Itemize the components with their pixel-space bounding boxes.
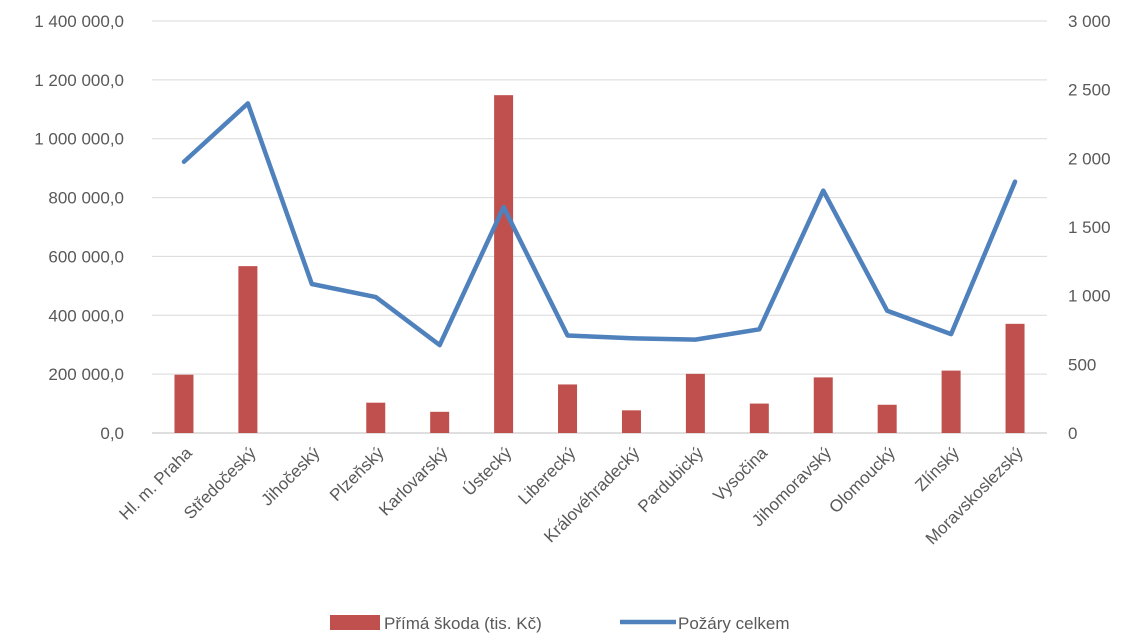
right-tick-label: 2 000: [1068, 149, 1111, 168]
bar: [878, 405, 897, 433]
bar: [238, 266, 257, 433]
bar: [430, 412, 449, 433]
category-label: Karlovarský: [375, 443, 452, 520]
bar: [622, 410, 641, 433]
category-label: Olomoucký: [825, 443, 899, 517]
bar: [174, 375, 193, 433]
category-label: Jihočeský: [257, 443, 324, 510]
left-axis: 0,0 200 000,0 400 000,0 600 000,0 800 000,0 1…: [34, 12, 124, 443]
legend-label-bar: Přímá škoda (tis. Kč): [384, 614, 542, 633]
bar: [942, 371, 961, 433]
bar: [686, 374, 705, 433]
right-tick-label: 500: [1068, 355, 1096, 374]
bar: [1006, 324, 1025, 433]
right-tick-label: 1 000: [1068, 287, 1111, 306]
right-axis: 0 500 1 000 1 500 2 000 2 500 3 000: [1068, 12, 1111, 443]
left-tick-label: 1 000 000,0: [34, 130, 124, 149]
bar: [494, 95, 513, 433]
bar: [750, 404, 769, 433]
legend-label-line: Požáry celkem: [678, 614, 789, 633]
right-tick-label: 3 000: [1068, 12, 1111, 31]
left-tick-label: 200 000,0: [48, 365, 124, 384]
legend-swatch-bar: [330, 615, 380, 630]
left-tick-label: 0,0: [100, 424, 124, 443]
category-label: Pardubický: [634, 443, 707, 516]
line-series: [184, 103, 1015, 345]
right-tick-label: 2 500: [1068, 81, 1111, 100]
line-path: [184, 103, 1015, 345]
bar-series: [174, 95, 1024, 433]
left-tick-label: 400 000,0: [48, 306, 124, 325]
category-label: Plzeňský: [326, 443, 388, 505]
left-tick-label: 1 400 000,0: [34, 12, 124, 31]
gridlines: [152, 21, 1047, 433]
left-tick-label: 600 000,0: [48, 247, 124, 266]
bar: [366, 403, 385, 433]
left-tick-label: 800 000,0: [48, 189, 124, 208]
category-label: Vysočina: [709, 443, 771, 505]
bar: [558, 384, 577, 433]
right-tick-label: 1 500: [1068, 218, 1111, 237]
right-tick-label: 0: [1068, 424, 1077, 443]
category-label: Zlínský: [911, 443, 963, 495]
bar: [814, 377, 833, 433]
category-label: Ústecký: [459, 443, 516, 500]
category-label: Liberecký: [514, 443, 579, 508]
left-tick-label: 1 200 000,0: [34, 71, 124, 90]
legend: Přímá škoda (tis. Kč) Požáry celkem: [330, 614, 789, 633]
